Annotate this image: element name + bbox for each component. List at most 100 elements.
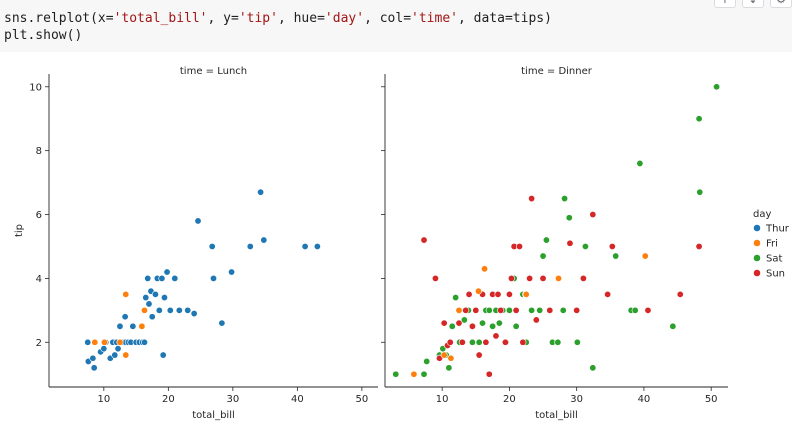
data-point-thur <box>313 242 321 250</box>
x-tick-label: 40 <box>291 394 304 405</box>
data-point-sun <box>505 290 513 298</box>
data-point-sun <box>589 211 597 219</box>
legend-label-fri: Fri <box>766 239 778 250</box>
data-point-sun <box>458 338 466 346</box>
data-point-sat <box>695 115 703 123</box>
data-point-sat <box>542 236 550 244</box>
data-point-fri <box>447 354 455 362</box>
data-point-thur <box>140 338 148 346</box>
data-point-thur <box>145 300 153 308</box>
data-point-sun <box>573 306 581 314</box>
data-point-sun <box>507 274 515 282</box>
code-token: , hue= <box>277 11 325 26</box>
arrow-down-icon[interactable]: ↓ <box>742 0 764 8</box>
x-tick-label: 10 <box>436 394 449 405</box>
code-token: sns.relplot(x= <box>4 11 114 26</box>
data-point-sun <box>676 290 684 298</box>
data-point-sat <box>573 338 581 346</box>
x-tick-label: 20 <box>162 394 175 405</box>
code-cell[interactable]: sns.relplot(x='total_bill', y='tip', hue… <box>0 0 792 52</box>
data-point-sun <box>494 290 502 298</box>
data-point-thur <box>121 313 129 321</box>
data-point-sat <box>489 322 497 330</box>
data-point-sun <box>492 332 500 340</box>
data-point-thur <box>160 294 168 302</box>
code-token: , data=tips) <box>458 11 552 26</box>
x-tick-label: 50 <box>356 394 369 405</box>
data-point-sun <box>695 242 703 250</box>
code-line-2: plt.show() <box>4 28 83 43</box>
arrow-up-icon[interactable]: ↑ <box>714 0 736 8</box>
data-point-sat <box>561 195 569 203</box>
x-tick-label: 40 <box>638 394 651 405</box>
data-point-sun <box>532 316 540 324</box>
data-point-fri <box>522 290 530 298</box>
data-point-sun <box>566 239 574 247</box>
data-point-thur <box>100 345 108 353</box>
data-point-sat <box>713 83 721 91</box>
data-point-sun <box>431 274 439 282</box>
y-tick-label: 4 <box>36 274 42 285</box>
x-axis-label: total_bill <box>192 410 235 421</box>
data-point-thur <box>142 294 150 302</box>
data-point-sun <box>644 306 652 314</box>
data-point-sat <box>536 306 544 314</box>
data-point-thur <box>144 274 152 282</box>
data-point-sun <box>608 242 616 250</box>
data-point-sun <box>440 319 448 327</box>
data-point-sat <box>420 370 428 378</box>
data-point-thur <box>151 290 159 298</box>
data-point-sat <box>636 159 644 167</box>
data-point-thur <box>159 351 167 359</box>
data-point-thur <box>158 274 166 282</box>
data-point-thur <box>260 236 268 244</box>
data-point-sun <box>539 274 547 282</box>
data-point-sat <box>669 322 677 330</box>
data-point-sat <box>479 319 487 327</box>
data-point-sun <box>468 322 476 330</box>
x-tick-label: 50 <box>705 394 718 405</box>
x-tick-label: 10 <box>97 394 110 405</box>
data-point-fri <box>122 290 130 298</box>
data-point-thur <box>301 242 309 250</box>
data-point-sat <box>554 338 562 346</box>
data-point-sun <box>526 274 534 282</box>
data-point-sat <box>423 357 431 365</box>
legend-marker-sun <box>753 269 761 277</box>
data-point-fri <box>641 252 649 260</box>
data-point-sun <box>446 338 454 346</box>
data-point-sat <box>512 322 520 330</box>
data-point-thur <box>163 268 171 276</box>
data-point-thur <box>184 306 192 314</box>
data-point-sat <box>392 370 400 378</box>
code-line-1: sns.relplot(x='total_bill', y='tip', hue… <box>4 11 552 26</box>
data-point-sat <box>581 242 589 250</box>
data-point-thur <box>89 354 97 362</box>
data-point-sat <box>475 338 483 346</box>
data-point-thur <box>129 322 137 330</box>
code-string: 'time' <box>411 11 458 26</box>
y-tick-label: 2 <box>36 338 42 349</box>
data-point-sun <box>516 242 524 250</box>
facet-panel-lunch: time = Lunch 10 20 30 40 50 2 4 6 8 10 total_bill ti… <box>14 66 378 421</box>
data-point-thur <box>257 188 265 196</box>
gear-icon[interactable]: ⚙ <box>770 0 792 8</box>
x-tick-label: 20 <box>503 394 516 405</box>
data-point-sun <box>462 306 470 314</box>
data-point-sun <box>420 236 428 244</box>
data-point-thur <box>84 338 92 346</box>
legend-marker-fri <box>753 239 761 247</box>
data-point-thur <box>210 274 218 282</box>
data-point-thur <box>175 306 183 314</box>
data-point-thur <box>148 313 156 321</box>
data-point-sun <box>482 338 490 346</box>
data-point-fri <box>140 306 148 314</box>
x-tick-label: 30 <box>570 394 583 405</box>
data-point-sun <box>604 290 612 298</box>
y-tick-label: 10 <box>29 82 42 93</box>
data-point-sun <box>497 306 505 314</box>
data-point-thur <box>208 242 216 250</box>
data-point-sat <box>612 252 620 260</box>
data-point-thur <box>90 364 98 372</box>
